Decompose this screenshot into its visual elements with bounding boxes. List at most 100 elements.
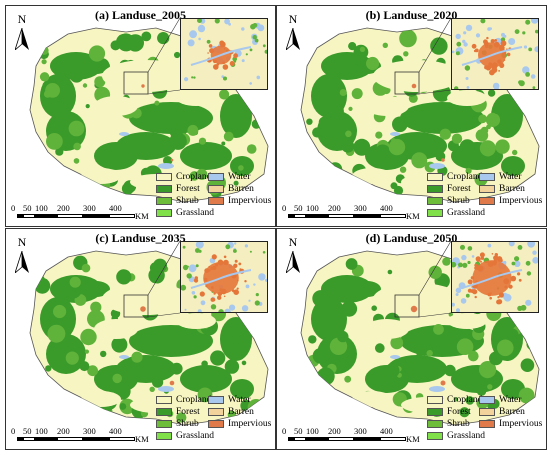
vegetation-patch	[426, 349, 433, 357]
legend-item: Cropland	[156, 394, 211, 406]
inset-urban-spot	[203, 277, 208, 282]
inset-urban-spot	[498, 292, 504, 298]
vegetation-patch	[39, 72, 50, 82]
vegetation-patch	[312, 127, 323, 138]
legend-label: Shrub	[447, 419, 470, 429]
vegetation-patch	[479, 361, 497, 379]
vegetation-patch	[348, 42, 357, 51]
legend-swatch	[479, 172, 495, 181]
inset-river	[461, 269, 523, 289]
inset-water	[475, 33, 481, 38]
inset-water	[455, 287, 462, 294]
inset-urban-spot	[490, 39, 495, 44]
panel-title: (c) Landuse_2035	[95, 231, 186, 245]
vegetation-patch	[43, 90, 52, 98]
vegetation-patch	[439, 128, 451, 140]
vegetation-patch	[516, 88, 533, 105]
scale-bar: 0 50 100 200 300 400 KM	[9, 426, 159, 446]
map-panel: (b) Landuse_2020 N Cropland Forest Shrub Gr…	[276, 5, 547, 227]
inset-urban-spot	[217, 259, 224, 266]
inset-forest	[182, 245, 186, 249]
cropland-area	[102, 283, 190, 315]
inset-locator-box	[394, 71, 420, 95]
vegetation-patch	[37, 413, 50, 425]
scale-segment	[328, 437, 354, 441]
vegetation-patch	[46, 320, 51, 325]
vegetation-patch	[231, 329, 240, 339]
inset-forest	[225, 244, 231, 250]
cropland-area	[373, 283, 461, 315]
inset-forest	[254, 38, 259, 43]
water-area	[429, 163, 445, 169]
scale-tick-label: 50	[23, 203, 32, 213]
legend-swatch	[208, 419, 224, 428]
map-panel: (d) Landuse_2050 N Cropland Forest Shrub Gr…	[276, 228, 547, 450]
legend-swatch	[427, 395, 443, 404]
inset-urban-spot	[210, 297, 215, 302]
scale-tick-label: 0	[11, 203, 16, 213]
legend-label: Water	[499, 172, 522, 182]
scale-segment	[35, 214, 57, 218]
vegetation-patch	[312, 348, 329, 364]
inset-water	[461, 254, 467, 261]
scale-tick-label: 300	[354, 203, 367, 213]
vegetation-patch	[430, 37, 448, 55]
inset-urban-spot	[473, 49, 477, 53]
inset-locator-box	[123, 294, 149, 318]
inset-forest	[223, 76, 227, 81]
inset-leader	[418, 17, 452, 73]
urban-area	[65, 171, 67, 173]
north-arrow: N	[12, 235, 32, 273]
legend-label: Water	[499, 395, 522, 405]
inset-water	[248, 299, 251, 302]
inset-urban-spot	[489, 296, 492, 300]
vegetation-patch	[350, 408, 356, 414]
legend-item: Grassland	[156, 207, 214, 219]
vegetation-patch	[84, 349, 89, 354]
inset-locator-box	[123, 71, 149, 95]
vegetation-patch	[479, 140, 496, 157]
inset-urban-spot	[208, 44, 213, 48]
vegetation-patch	[119, 398, 136, 415]
legend-item: Forest	[156, 406, 200, 418]
scale-tick-label: 100	[306, 203, 319, 213]
legend-swatch	[427, 431, 443, 440]
inset-urban-spot	[229, 61, 235, 66]
legend-swatch	[427, 208, 443, 217]
vegetation-patch	[375, 343, 385, 353]
inset-forest	[456, 41, 462, 47]
vegetation-patch	[311, 180, 325, 195]
vegetation-patch	[456, 338, 474, 355]
vegetation-patch	[40, 35, 47, 42]
scale-tick-label: 400	[109, 426, 122, 436]
vegetation-patch	[40, 181, 50, 192]
scale-tick-label: 200	[328, 203, 341, 213]
inset-water	[452, 50, 455, 54]
inset-water	[189, 30, 197, 39]
legend-item: Grassland	[427, 207, 485, 219]
legend-label: Barren	[228, 407, 254, 417]
water-area	[119, 132, 129, 136]
legend-item: Impervious	[479, 418, 542, 430]
inset-map	[180, 241, 268, 313]
legend-swatch	[208, 172, 224, 181]
scale-segment	[23, 437, 35, 441]
inset-water	[187, 39, 195, 47]
inset-forest	[514, 256, 520, 262]
cropland-area	[365, 319, 409, 339]
cropland-area	[94, 319, 138, 339]
vegetation-patch	[388, 138, 406, 156]
legend-swatch	[479, 407, 495, 416]
inset-water	[522, 66, 530, 74]
inset-leader	[147, 312, 181, 318]
vegetation-patch	[95, 58, 110, 72]
urban-area	[441, 158, 445, 162]
vegetation-patch	[339, 89, 347, 96]
legend-swatch	[208, 184, 224, 193]
inset-urban-spot	[488, 264, 491, 266]
vegetation-patch	[485, 112, 501, 127]
inset-forest	[460, 244, 465, 250]
scale-segment	[306, 437, 328, 441]
vegetation-patch	[495, 139, 510, 154]
inset-forest	[525, 19, 531, 25]
